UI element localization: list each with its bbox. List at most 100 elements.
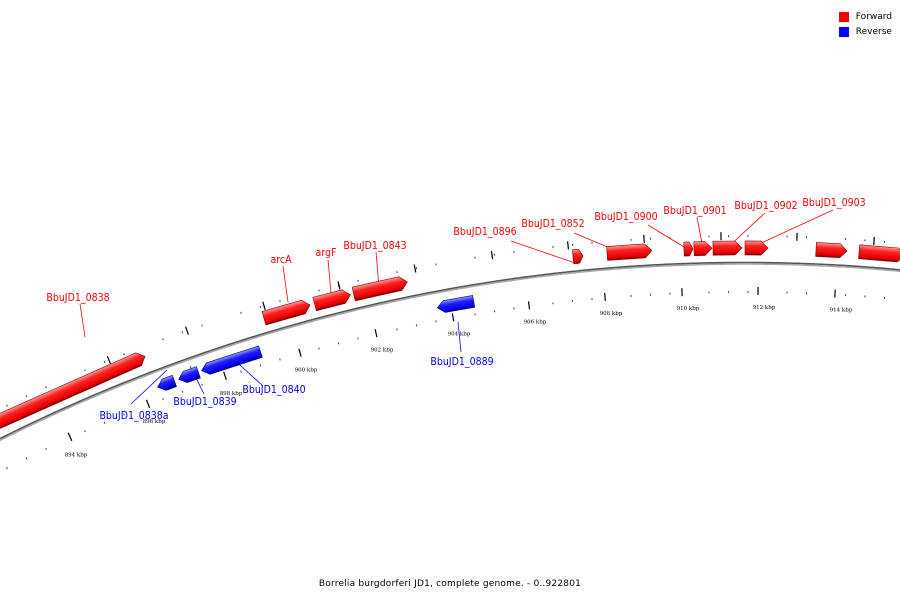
axis-tick-label: 894 kbp	[65, 453, 88, 459]
minor-tick-upper	[318, 289, 320, 292]
minor-tick-lower	[805, 292, 808, 295]
gene-label-bbujd1-0900: BbuJD1_0900	[594, 211, 657, 223]
minor-tick-upper	[552, 245, 554, 248]
minor-tick-upper	[591, 241, 593, 244]
minor-tick-lower	[786, 291, 788, 294]
leader-bbujd1-0903	[756, 209, 834, 246]
minor-tick-upper	[123, 353, 125, 356]
major-tick-lower	[527, 301, 531, 310]
gene-label-bbujd1-0852: BbuJD1_0852	[521, 218, 584, 230]
minor-tick-upper	[493, 253, 496, 256]
gene-arrow-bbujd1-0838a	[157, 374, 177, 391]
minor-tick-lower	[103, 421, 106, 424]
major-tick-lower	[145, 399, 151, 409]
leader-bbujd1-0838a	[130, 369, 168, 405]
gene-arrow-bbujd1-0900	[683, 241, 694, 257]
forward-swatch	[838, 11, 849, 22]
minor-tick-lower	[318, 347, 320, 350]
minor-tick-upper	[396, 271, 398, 274]
minor-tick-lower	[844, 294, 847, 297]
gene-label-argf: argF	[316, 247, 337, 259]
major-tick-upper	[337, 281, 341, 290]
minor-tick-lower	[396, 328, 398, 331]
minor-tick-upper	[883, 240, 886, 243]
minor-tick-lower	[240, 370, 242, 373]
leader-bbujd1-0896	[510, 240, 579, 265]
minor-tick-upper	[25, 395, 28, 398]
minor-tick-lower	[630, 294, 632, 297]
gene-arrow-bbujd1-0889	[436, 295, 476, 313]
minor-tick-upper	[571, 243, 574, 246]
minor-tick-lower	[747, 291, 749, 294]
gene-label-bbujd1-0903: BbuJD1_0903	[802, 197, 865, 209]
minor-tick-lower	[415, 324, 418, 327]
backbone-shadow	[0, 261, 900, 440]
axis-tick-label: 902 kbp	[371, 348, 394, 354]
minor-tick-upper	[279, 300, 281, 303]
minor-tick-upper	[201, 324, 203, 327]
minor-tick-lower	[552, 302, 554, 305]
gene-arrow-arca	[261, 299, 311, 326]
gene-arrow-unlabeled-forward-b	[858, 244, 900, 263]
minor-tick-upper	[630, 238, 632, 241]
minor-tick-lower	[162, 398, 164, 401]
genome-caption: Borrelia burgdorferi JD1, complete genom…	[318, 579, 582, 589]
axis-tick-label: 896 kbp	[143, 419, 166, 425]
minor-tick-upper	[259, 305, 262, 308]
minor-tick-lower	[435, 320, 437, 323]
axis-tick-label: 900 kbp	[295, 367, 318, 373]
minor-tick-upper	[747, 235, 749, 238]
minor-tick-upper	[103, 360, 106, 364]
legend-item-reverse: Reverse	[838, 24, 892, 39]
minor-tick-lower	[669, 292, 671, 295]
minor-tick-upper	[844, 237, 847, 241]
minor-tick-lower	[259, 364, 262, 367]
leader-bbujd1-0838	[79, 303, 86, 338]
minor-tick-lower	[45, 447, 47, 451]
genome-backbone	[0, 261, 900, 442]
gene-arrow-argf	[312, 289, 351, 312]
gene-arrow-bbujd1-0840	[201, 345, 263, 375]
gene-arrow-bbujd1-0839	[178, 366, 201, 383]
minor-tick-upper	[805, 236, 808, 239]
minor-tick-lower	[474, 313, 476, 316]
minor-tick-lower	[727, 291, 730, 294]
minor-tick-upper	[864, 239, 866, 242]
gene-label-bbujd1-0889: BbuJD1_0889	[430, 356, 493, 368]
gene-label-bbujd1-0839: BbuJD1_0839	[173, 396, 236, 408]
legend-item-forward: Forward	[838, 9, 892, 24]
major-tick-lower	[223, 371, 227, 381]
minor-tick-lower	[708, 291, 710, 294]
gene-arrow-bbujd1-0901	[693, 241, 713, 257]
minor-tick-lower	[279, 358, 281, 361]
legend-forward-label: Forward	[855, 11, 892, 22]
major-tick-lower	[451, 313, 455, 322]
minor-tick-upper	[357, 279, 359, 282]
gene-arrow-bbujd1-0838	[0, 352, 146, 429]
gene-label-bbujd1-0843: BbuJD1_0843	[343, 240, 406, 252]
axis-tick-label: 906 kbp	[524, 319, 547, 325]
minor-tick-upper	[727, 235, 730, 238]
minor-tick-lower	[513, 307, 515, 310]
minor-tick-upper	[415, 267, 418, 270]
gene-arrow-bbujd1-0852	[606, 243, 653, 261]
minor-tick-upper	[84, 369, 86, 372]
minor-tick-lower	[591, 298, 593, 301]
minor-tick-lower	[6, 467, 8, 470]
major-tick-lower	[374, 328, 378, 338]
gene-label-bbujd1-0901: BbuJD1_0901	[663, 205, 726, 217]
gene-arrows	[0, 240, 900, 429]
gene-label-bbujd1-0902: BbuJD1_0902	[734, 200, 797, 212]
gene-label-bbujd1-0838a: BbuJD1_0838a	[99, 410, 168, 422]
axis-tick-label: 910 kbp	[677, 306, 700, 312]
major-tick-upper	[185, 326, 189, 335]
minor-tick-lower	[123, 413, 125, 416]
leader-arca	[282, 265, 289, 303]
gene-arrow-bbujd1-0903	[744, 240, 769, 256]
leader-bbujd1-0900	[647, 224, 690, 251]
gene-arrow-bbujd1-0896	[571, 248, 584, 265]
minor-tick-lower	[883, 296, 886, 300]
major-tick-upper	[566, 241, 570, 250]
